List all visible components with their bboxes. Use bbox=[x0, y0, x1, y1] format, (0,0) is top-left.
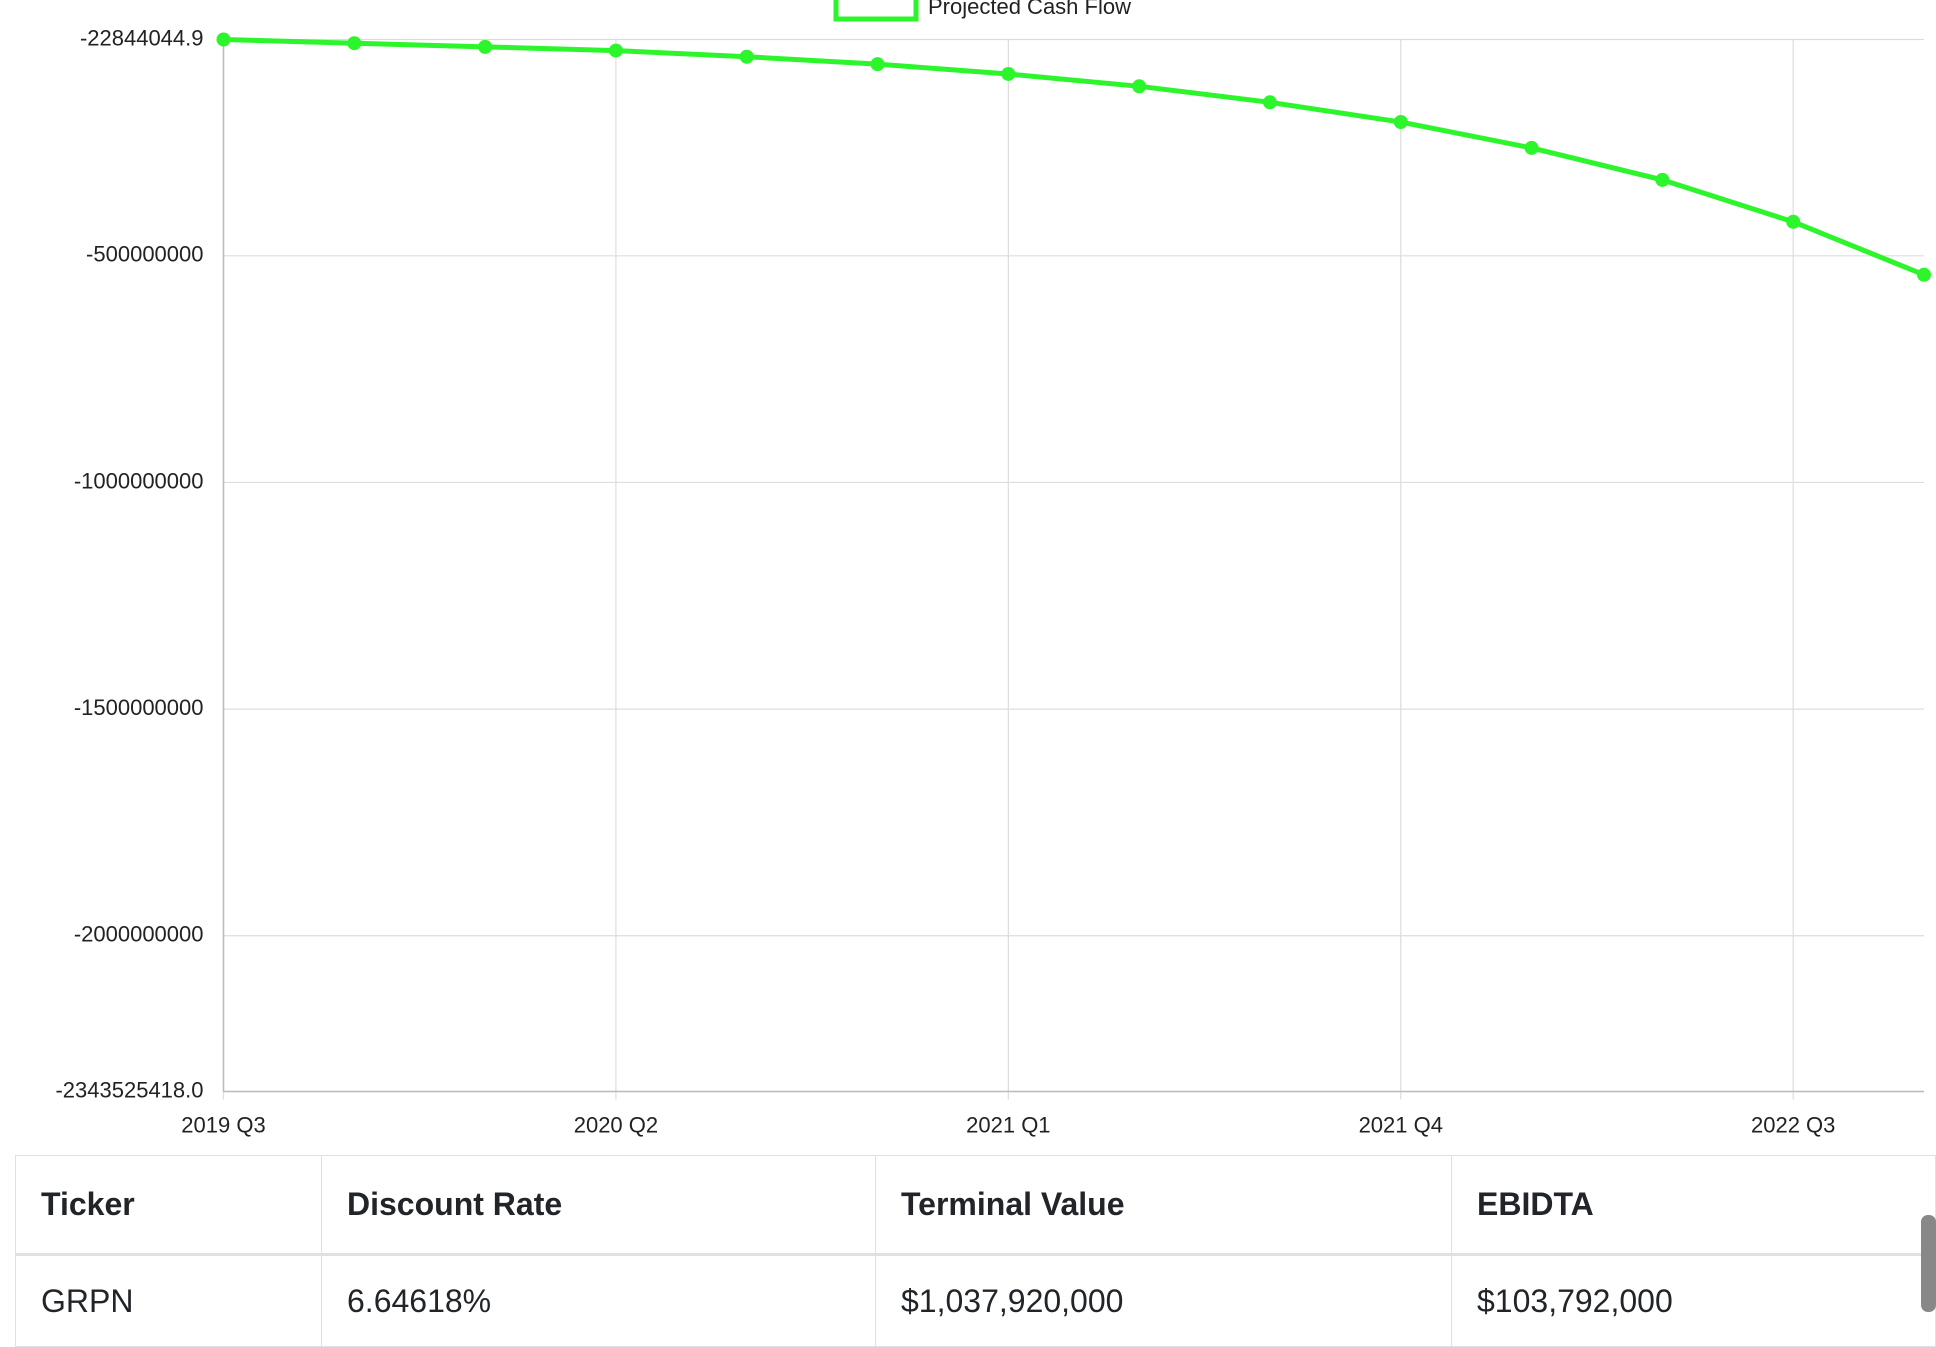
data-table: Ticker Discount Rate Terminal Value EBID… bbox=[15, 1155, 1936, 1347]
data-point bbox=[1393, 115, 1408, 130]
data-point bbox=[1655, 172, 1670, 187]
x-tick-label: 2021 Q4 bbox=[1359, 1112, 1443, 1137]
data-point bbox=[216, 32, 231, 47]
header-cell: Ticker bbox=[15, 1155, 322, 1256]
header-cell: EBIDTA bbox=[1451, 1155, 1936, 1256]
table-row: GRPN 6.64618% $1,037,920,000 $103,792,00… bbox=[15, 1254, 1936, 1347]
x-tick-label: 2021 Q1 bbox=[966, 1112, 1050, 1137]
y-tick-label: -1000000000 bbox=[74, 468, 204, 493]
table-header: Ticker Discount Rate Terminal Value EBID… bbox=[15, 1155, 1936, 1256]
y-tick-label: -500000000 bbox=[86, 242, 203, 267]
legend-swatch bbox=[833, 0, 919, 22]
cell: GRPN bbox=[15, 1254, 322, 1347]
scrollbar[interactable] bbox=[1921, 1215, 1936, 1312]
data-point bbox=[478, 39, 493, 54]
header-cell: Discount Rate bbox=[321, 1155, 876, 1256]
x-tick-label: 2022 Q3 bbox=[1751, 1112, 1835, 1137]
x-tick-label: 2019 Q3 bbox=[181, 1112, 265, 1137]
chart: -22844044.9 -500000000 -1000000000 -1500000… bbox=[55, 0, 1931, 1137]
y-tick-label: -2000000000 bbox=[74, 922, 204, 947]
y-tick-label: -2343525418.0 bbox=[55, 1077, 203, 1102]
x-tick-label: 2020 Q2 bbox=[574, 1112, 658, 1137]
data-point bbox=[1001, 66, 1016, 81]
data-point bbox=[1132, 79, 1147, 94]
data-point bbox=[608, 43, 623, 58]
data-point bbox=[347, 36, 362, 51]
header-cell: Terminal Value bbox=[875, 1155, 1452, 1256]
series-line bbox=[223, 37, 1925, 278]
cell: $1,037,920,000 bbox=[875, 1254, 1452, 1347]
data-point bbox=[1786, 214, 1801, 229]
data-point bbox=[1917, 267, 1931, 282]
data-point bbox=[1262, 95, 1277, 110]
data-point bbox=[1524, 140, 1539, 155]
cell: 6.64618% bbox=[321, 1254, 876, 1347]
legend-label: Projected Cash Flow bbox=[928, 0, 1131, 19]
cell: $103,792,000 bbox=[1451, 1254, 1936, 1347]
data-point bbox=[739, 49, 754, 64]
y-tick-label: -1500000000 bbox=[74, 695, 204, 720]
y-tick-label: -22844044.9 bbox=[80, 25, 204, 50]
data-point bbox=[870, 57, 885, 72]
